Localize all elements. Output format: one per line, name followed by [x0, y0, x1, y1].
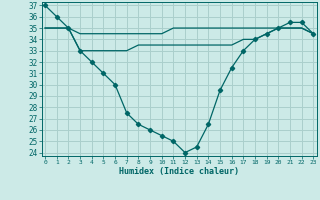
X-axis label: Humidex (Indice chaleur): Humidex (Indice chaleur)	[119, 167, 239, 176]
